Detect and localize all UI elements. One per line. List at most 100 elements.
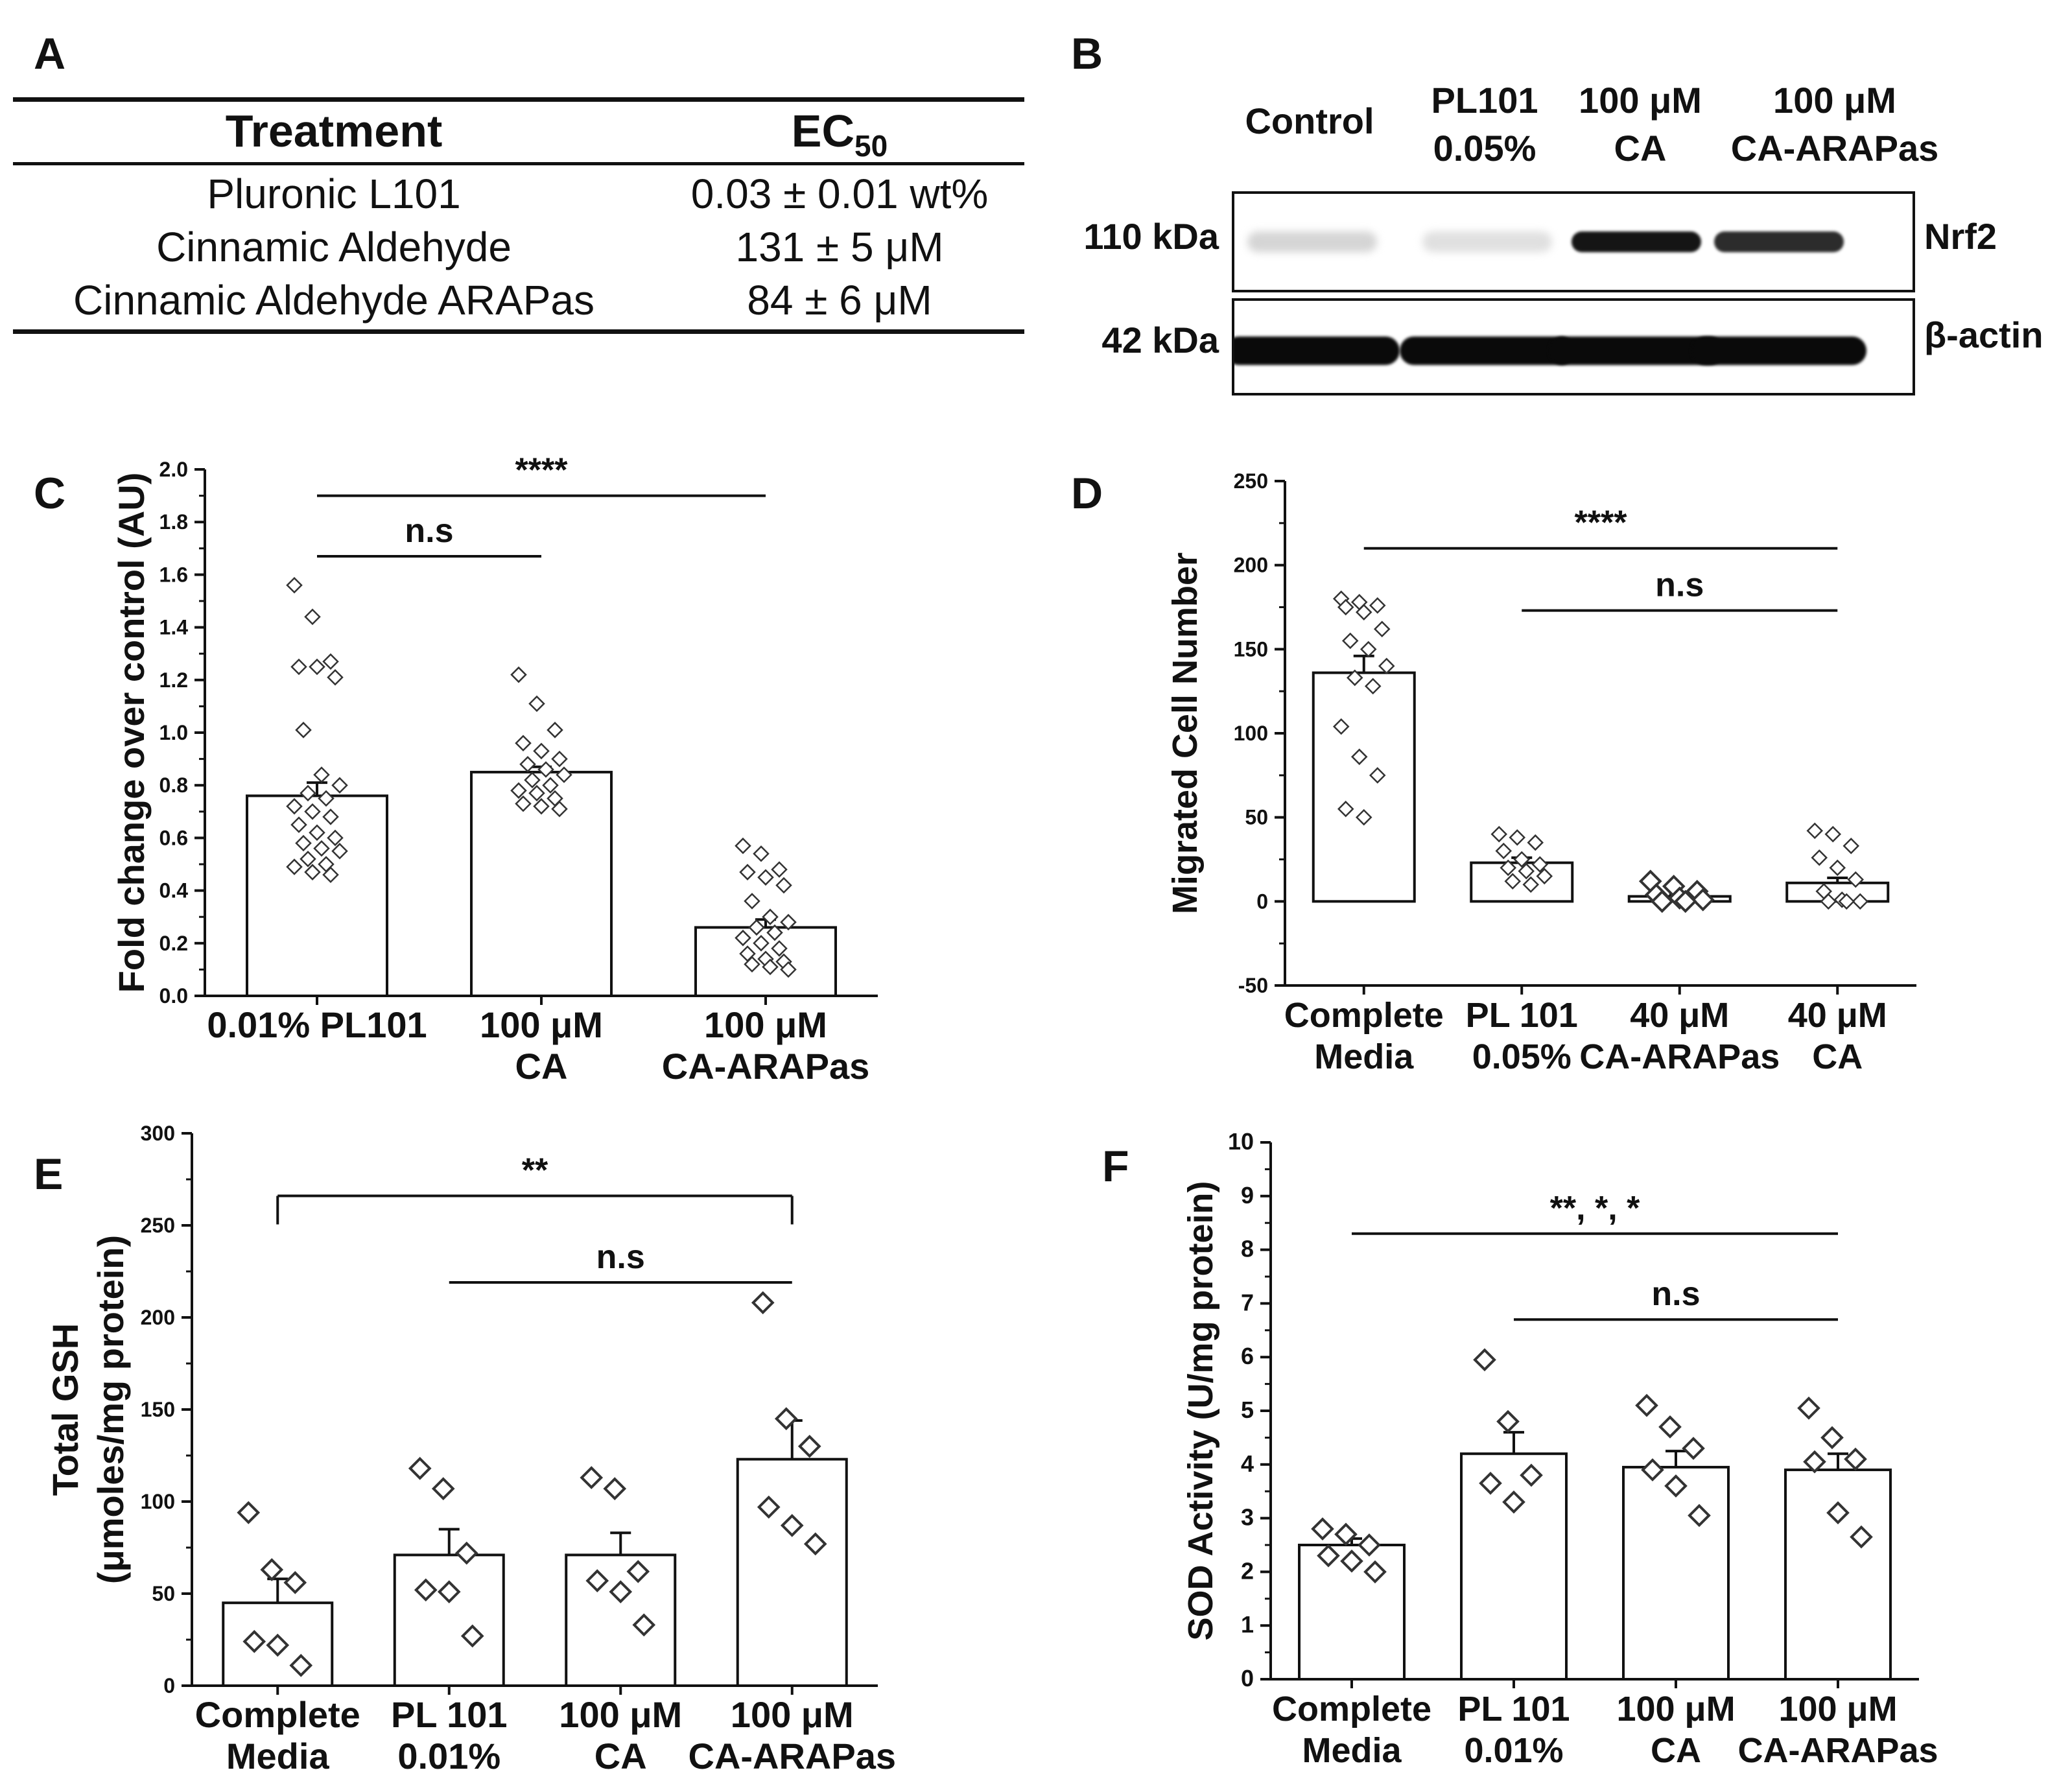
y-tick-label: 250 — [1234, 469, 1268, 493]
y-tick-label: 10 — [1228, 1128, 1254, 1155]
bar — [393, 1553, 505, 1687]
data-point — [295, 722, 312, 738]
significance-label: n.s — [596, 1238, 645, 1276]
data-point — [286, 576, 303, 594]
data-point — [735, 929, 751, 947]
y-tick-label: 6 — [1241, 1343, 1254, 1369]
y-tick-label: 100 — [141, 1490, 175, 1513]
x-tick-label: CA — [595, 1736, 647, 1776]
data-point — [533, 742, 550, 760]
data-point — [1522, 876, 1540, 893]
data-point — [797, 1434, 821, 1458]
data-point — [766, 924, 783, 941]
y-axis-title: SOD Activity (U/mg protein) — [1181, 1181, 1220, 1640]
panel-label-f: F — [1102, 1142, 1129, 1191]
lane-label-control-l1: Control — [1245, 100, 1374, 141]
y-tick-label: 0.0 — [159, 984, 188, 1008]
data-point — [748, 919, 765, 936]
data-point — [632, 1613, 656, 1637]
data-point — [313, 840, 330, 857]
data-point — [300, 851, 316, 867]
x-tick-label: CA — [1812, 1037, 1863, 1076]
data-point — [603, 1477, 627, 1500]
data-point — [304, 608, 321, 626]
data-point — [762, 958, 779, 976]
data-point — [556, 766, 572, 783]
data-point — [626, 1560, 650, 1583]
y-tick-label: 300 — [141, 1122, 175, 1145]
panel-label-a: A — [34, 29, 66, 78]
lane-label-pl101-l2: 0.05% — [1433, 128, 1536, 169]
data-point — [304, 803, 321, 820]
y-tick-label: 1 — [1241, 1611, 1254, 1638]
data-point — [286, 797, 303, 815]
chart-e: 0 50 100 150 200 250 300 Total GSH (μmoles/mg pr… — [45, 1122, 896, 1776]
x-tick-label: CA-ARAPas — [1737, 1731, 1938, 1770]
blot-protein-actin: β-actin — [1924, 314, 2043, 355]
x-tick-label: CA — [515, 1046, 568, 1087]
y-tick-label: 200 — [141, 1306, 175, 1329]
data-point — [1844, 1447, 1867, 1471]
data-point — [1635, 1393, 1658, 1417]
data-point — [1341, 632, 1359, 650]
y-tick-label: 0.2 — [159, 932, 188, 955]
data-point — [1337, 800, 1354, 818]
y-tick-label: 50 — [1245, 806, 1268, 829]
data-point — [1363, 1560, 1387, 1584]
data-point — [309, 824, 325, 842]
ec-subscript: 50 — [854, 129, 888, 163]
x-tick-label: PL 101 — [1466, 996, 1578, 1035]
significance-label: n.s — [405, 512, 453, 550]
ec-text: EC — [791, 106, 855, 156]
blot-band — [1247, 231, 1377, 252]
data-point — [1641, 1458, 1664, 1481]
panel-label-b: B — [1071, 29, 1103, 78]
lane-label-ca: 100 μM CA — [1562, 77, 1718, 172]
data-point — [744, 893, 760, 910]
bar — [1622, 1465, 1730, 1681]
lane-label-ca-l1: 100 μM — [1579, 80, 1702, 121]
table-top-rule — [13, 97, 1024, 102]
data-point — [762, 908, 779, 925]
data-point — [1479, 1471, 1502, 1495]
data-point — [753, 845, 770, 862]
blot-band — [1422, 231, 1552, 252]
lane-label-ca-arapas: 100 μM CA-ARAPas — [1712, 77, 1958, 172]
data-point — [1358, 1533, 1381, 1557]
y-tick-label: 2 — [1241, 1557, 1254, 1584]
data-point — [454, 1541, 478, 1565]
x-tick-label: Complete — [195, 1694, 360, 1735]
panel-label-c: C — [34, 469, 66, 518]
data-point — [1531, 856, 1549, 873]
x-tick-label: 100 μM — [480, 1004, 603, 1045]
data-point — [322, 653, 339, 670]
y-tick-label: 9 — [1241, 1182, 1254, 1209]
data-point — [237, 1501, 261, 1524]
data-point — [1797, 1397, 1820, 1420]
data-point — [286, 858, 303, 875]
table-row-2-ec50: 131 ± 5 μM — [735, 224, 944, 270]
y-tick-label: 0 — [163, 1674, 175, 1697]
data-point — [528, 784, 545, 802]
data-point — [1355, 604, 1372, 621]
lane-label-ca-arapas-l2: CA-ARAPas — [1730, 128, 1939, 169]
data-point — [1355, 808, 1372, 826]
bar — [565, 1553, 677, 1687]
table-row-2-treatment: Cinnamic Aldehyde — [156, 224, 512, 270]
data-point — [771, 861, 788, 878]
data-point — [1806, 822, 1824, 840]
y-tick-label: 0.4 — [159, 879, 189, 902]
data-point — [803, 1532, 827, 1556]
data-point — [1373, 620, 1391, 637]
data-point — [757, 1495, 781, 1519]
blot-size-nrf2: 110 kDa — [1083, 216, 1219, 257]
x-tick-label: PL 101 — [391, 1694, 508, 1735]
data-point — [771, 940, 788, 957]
data-point — [1364, 678, 1382, 695]
data-point — [309, 658, 325, 676]
y-axis-title: Fold change over control (AU) — [111, 473, 152, 993]
y-tick-label: 0.8 — [159, 773, 188, 797]
table-header-ec50: EC50 — [655, 105, 1024, 163]
data-point — [1691, 888, 1715, 912]
y-tick-label: 0.6 — [159, 826, 188, 849]
